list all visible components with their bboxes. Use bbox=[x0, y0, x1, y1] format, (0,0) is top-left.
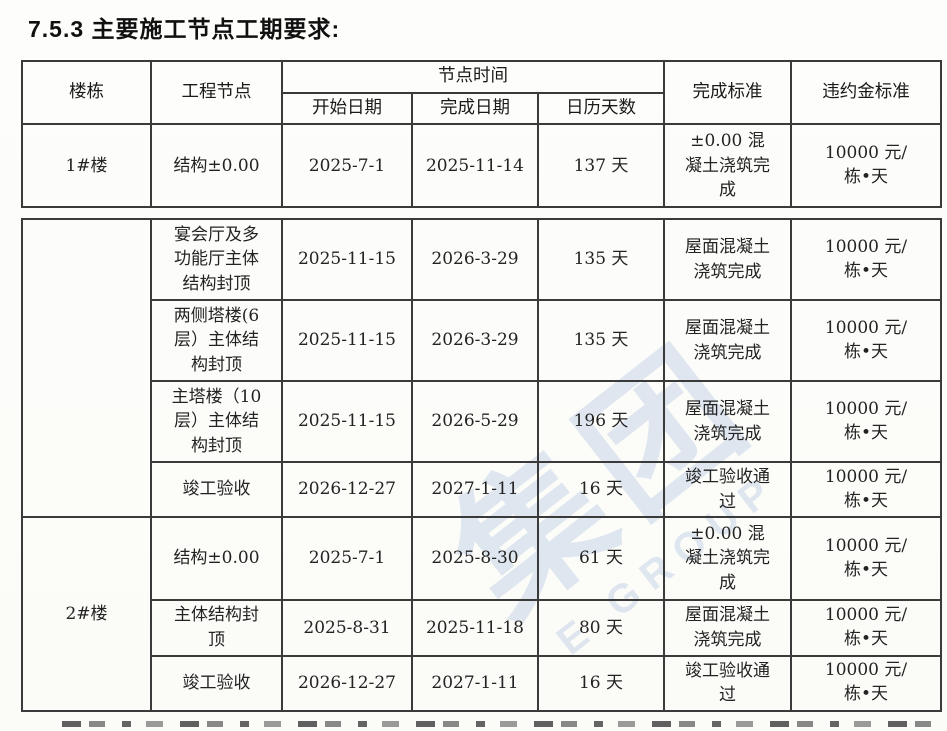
cell-penalty-standard: 10000 元/ 栋•天 bbox=[790, 218, 942, 301]
penalty-line-1: 10000 元/ bbox=[824, 236, 908, 257]
cell-start-date: 2025-11-15 bbox=[281, 299, 413, 382]
cell-penalty-standard: 10000 元/ 栋•天 bbox=[790, 516, 942, 602]
penalty-line-2: 栋•天 bbox=[843, 490, 889, 511]
cell-start-date: 2025-7-1 bbox=[281, 516, 413, 602]
table-row: 1#楼 结构±0.00 2025-7-1 2025-11-14 137 天 ±0… bbox=[21, 123, 942, 209]
schedule-table-lower: 宴会厅及多功能厅主体结构封顶 2025-11-15 2026-3-29 135 … bbox=[21, 217, 942, 712]
cell-penalty-standard: 10000 元/ 栋•天 bbox=[790, 654, 942, 712]
table-row: 主塔楼（10层）主体结构封顶 2025-11-15 2026-5-29 196 … bbox=[22, 380, 942, 463]
cell-node: 结构±0.00 bbox=[150, 123, 283, 209]
table-row: 竣工验收 2026-12-27 2027-1-11 16 天 竣工验收通过 10… bbox=[22, 460, 942, 519]
cell-start-date: 2026-12-27 bbox=[281, 654, 413, 712]
cell-building-empty bbox=[21, 217, 152, 519]
penalty-line-2: 栋•天 bbox=[843, 559, 889, 580]
cell-completion-standard: 竣工验收通过 bbox=[663, 460, 792, 519]
schedule-table-upper: 楼栋 工程节点 节点时间 完成标准 违约金标准 开始日期 完成日期 日历天数 1… bbox=[21, 59, 942, 209]
header-row-2: 开始日期 完成日期 日历天数 bbox=[22, 91, 941, 126]
header-row-1: 楼栋 工程节点 节点时间 完成标准 违约金标准 bbox=[21, 59, 942, 126]
penalty-line-1: 10000 元/ bbox=[824, 535, 908, 556]
header-node-time: 节点时间 bbox=[281, 60, 665, 94]
cell-node: 竣工验收 bbox=[150, 654, 283, 712]
penalty-line-1: 10000 元/ bbox=[824, 660, 908, 681]
header-building: 楼栋 bbox=[21, 59, 152, 126]
penalty-line-1: 10000 元/ bbox=[824, 317, 908, 338]
cell-start-date: 2025-11-15 bbox=[281, 380, 413, 463]
cell-completion-standard: 屋面混凝土浇筑完成 bbox=[663, 599, 792, 657]
table-row: 宴会厅及多功能厅主体结构封顶 2025-11-15 2026-3-29 135 … bbox=[21, 217, 942, 519]
cell-calendar-days: 80 天 bbox=[537, 599, 665, 657]
cell-completion-standard: 屋面混凝土浇筑完成 bbox=[663, 299, 792, 382]
penalty-line-1: 10000 元/ bbox=[824, 466, 908, 487]
penalty-line-1: 10000 元/ bbox=[824, 143, 908, 164]
header-penalty-standard: 违约金标准 bbox=[790, 59, 942, 126]
cell-finish-date: 2025-8-30 bbox=[411, 516, 539, 602]
cell-calendar-days: 196 天 bbox=[537, 380, 665, 463]
cell-finish-date: 2025-11-18 bbox=[411, 599, 539, 657]
penalty-line-2: 栋•天 bbox=[843, 684, 889, 705]
cell-node: 两侧塔楼(6层）主体结构封顶 bbox=[150, 299, 283, 382]
cell-penalty-standard: 10000 元/ 栋•天 bbox=[790, 380, 942, 463]
header-finish-date: 完成日期 bbox=[411, 91, 539, 126]
cell-finish-date: 2025-11-14 bbox=[411, 123, 539, 209]
cell-calendar-days: 135 天 bbox=[537, 299, 665, 382]
cell-calendar-days: 16 天 bbox=[537, 654, 665, 712]
cell-finish-date: 2027-1-11 bbox=[411, 460, 539, 519]
cell-node: 宴会厅及多功能厅主体结构封顶 bbox=[150, 218, 283, 301]
penalty-line-1: 10000 元/ bbox=[824, 605, 908, 626]
table-row: 2#楼 结构±0.00 2025-7-1 2025-8-30 61 天 ±0.0… bbox=[21, 516, 942, 712]
cell-building: 1#楼 bbox=[21, 123, 152, 209]
cell-penalty-standard: 10000 元/ 栋•天 bbox=[790, 299, 942, 382]
header-completion-standard: 完成标准 bbox=[663, 59, 792, 126]
penalty-line-2: 栋•天 bbox=[843, 166, 889, 187]
cell-start-date: 2026-12-27 bbox=[281, 460, 413, 519]
cell-completion-standard: ±0.00 混凝土浇筑完成 bbox=[663, 516, 792, 602]
cell-completion-standard: 竣工验收通过 bbox=[663, 654, 792, 712]
cell-finish-date: 2027-1-11 bbox=[411, 654, 539, 712]
cell-completion-standard: 屋面混凝土浇筑完成 bbox=[663, 380, 792, 463]
header-calendar-days: 日历天数 bbox=[537, 91, 665, 126]
cell-penalty-standard: 10000 元/ 栋•天 bbox=[790, 599, 942, 657]
cell-penalty-standard: 10000 元/ 栋•天 bbox=[790, 123, 942, 209]
penalty-line-2: 栋•天 bbox=[843, 341, 889, 362]
cell-node: 主体结构封顶 bbox=[150, 599, 283, 657]
table-row: 两侧塔楼(6层）主体结构封顶 2025-11-15 2026-3-29 135 … bbox=[22, 299, 942, 382]
cell-node: 主塔楼（10层）主体结构封顶 bbox=[150, 380, 283, 463]
penalty-line-2: 栋•天 bbox=[843, 628, 889, 649]
penalty-line-2: 栋•天 bbox=[843, 260, 889, 281]
cell-calendar-days: 135 天 bbox=[537, 218, 665, 301]
cell-calendar-days: 16 天 bbox=[537, 460, 665, 519]
cell-finish-date: 2026-5-29 bbox=[411, 380, 539, 463]
header-node: 工程节点 bbox=[150, 59, 283, 126]
cell-finish-date: 2026-3-29 bbox=[411, 218, 539, 301]
penalty-line-2: 栋•天 bbox=[843, 422, 889, 443]
table-row: 主体结构封顶 2025-8-31 2025-11-18 80 天 屋面混凝土浇筑… bbox=[22, 599, 942, 657]
cell-calendar-days: 61 天 bbox=[537, 516, 665, 602]
cell-node: 结构±0.00 bbox=[150, 516, 283, 602]
header-start-date: 开始日期 bbox=[281, 91, 413, 126]
cell-node: 竣工验收 bbox=[150, 460, 283, 519]
cell-start-date: 2025-7-1 bbox=[281, 123, 413, 209]
cell-calendar-days: 137 天 bbox=[537, 123, 665, 209]
penalty-line-1: 10000 元/ bbox=[824, 398, 908, 419]
cell-building: 2#楼 bbox=[21, 516, 152, 712]
clipped-bottom-text bbox=[62, 721, 938, 727]
table-row: 竣工验收 2026-12-27 2027-1-11 16 天 竣工验收通过 10… bbox=[22, 654, 942, 712]
section-title: 7.5.3 主要施工节点工期要求: bbox=[28, 16, 341, 42]
cell-start-date: 2025-11-15 bbox=[281, 218, 413, 301]
cell-start-date: 2025-8-31 bbox=[281, 599, 413, 657]
cell-completion-standard: 屋面混凝土浇筑完成 bbox=[663, 218, 792, 301]
cell-finish-date: 2026-3-29 bbox=[411, 299, 539, 382]
cell-completion-standard: ±0.00 混凝土浇筑完成 bbox=[663, 123, 792, 209]
cell-penalty-standard: 10000 元/ 栋•天 bbox=[790, 460, 942, 519]
